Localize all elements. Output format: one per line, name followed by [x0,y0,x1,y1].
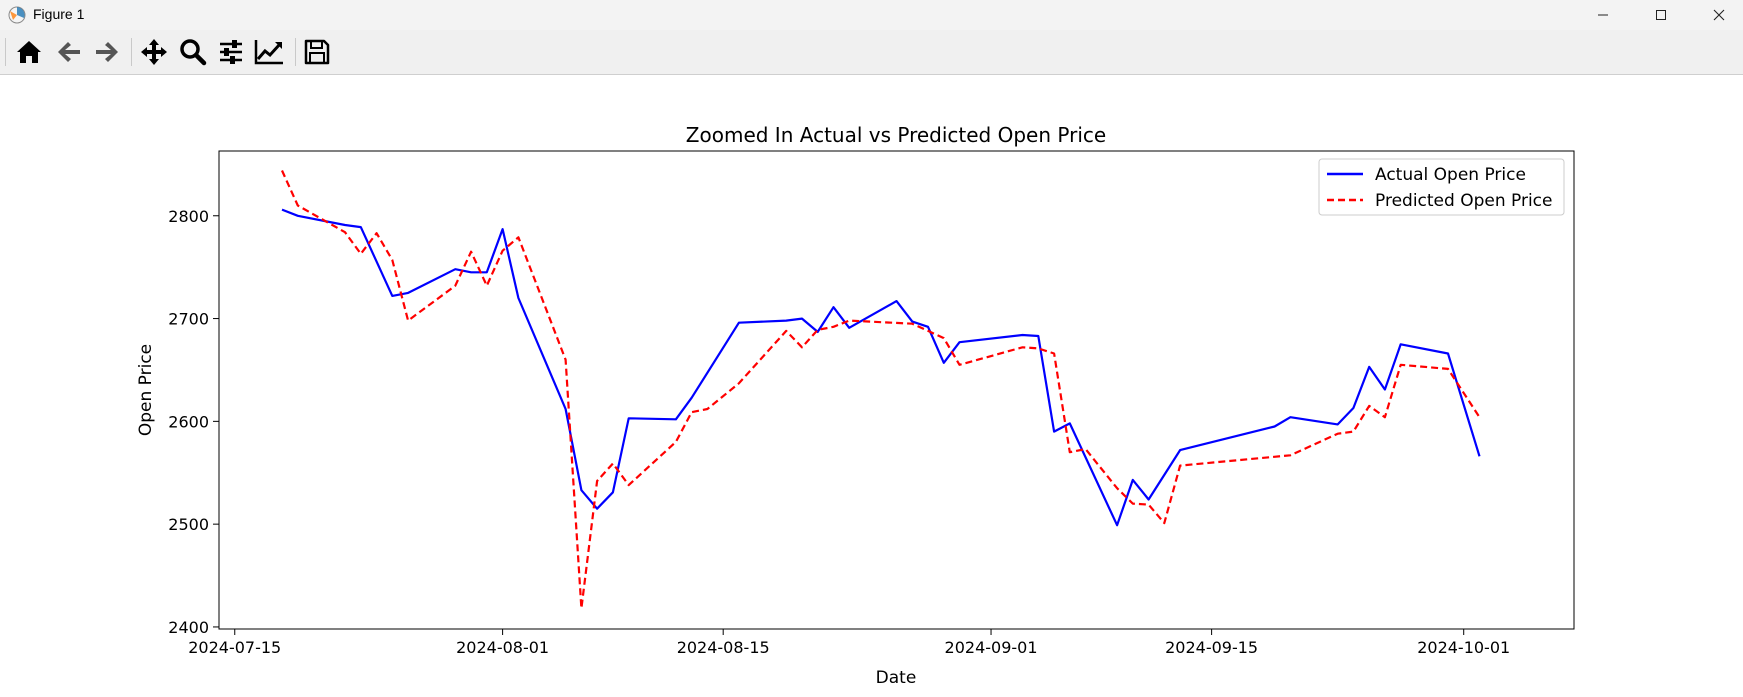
x-tick-label: 2024-09-01 [945,638,1038,657]
save-button[interactable] [300,36,334,68]
back-button[interactable] [52,36,86,68]
y-axis-label: Open Price [136,344,156,436]
x-tick-label: 2024-10-01 [1417,638,1510,657]
y-tick-label: 2800 [168,207,209,226]
x-axis: 2024-07-15 2024-08-01 2024-08-15 2024-09-01… [188,629,1510,657]
y-tick-label: 2400 [168,618,209,637]
legend-box [1318,158,1565,216]
window-titlebar: Figure 1 [0,0,1743,30]
x-axis-label: Date [876,668,917,688]
figure-canvas: 2024-07-15 2024-08-01 2024-08-15 2024-09-01… [0,75,1743,693]
chart-title: Zoomed In Actual vs Predicted Open Price [686,123,1106,147]
pan-icon [141,39,167,65]
window-title: Figure 1 [33,6,85,22]
maximize-button[interactable] [1632,0,1690,30]
edit-axis-icon [254,40,283,65]
edit-axis-button[interactable] [252,36,286,68]
home-button[interactable] [12,36,46,68]
minimize-icon [1598,14,1608,16]
toolbar-separator [131,38,132,66]
zoom-button[interactable] [176,36,210,68]
plot-frame [218,150,1575,630]
toolbar-grip [5,38,6,66]
forward-button[interactable] [90,36,124,68]
x-tick-label: 2024-08-01 [456,638,549,657]
toolbar-separator [295,38,296,66]
pan-button[interactable] [137,36,171,68]
x-tick-label: 2024-09-15 [1165,638,1258,657]
chart: 2024-07-15 2024-08-01 2024-08-15 2024-09-01… [136,123,1575,688]
x-tick-label: 2024-07-15 [188,638,281,657]
zoom-icon [180,39,207,66]
save-icon [304,39,330,65]
legend-label-actual: Actual Open Price [1375,165,1526,185]
app-icon [8,6,26,24]
series-line-actual [281,208,1481,527]
series-layer [280,170,1481,610]
legend: Actual Open Price Predicted Open Price [1318,158,1565,216]
series-line-predicted [280,170,1481,610]
configure-subplots-button[interactable] [214,36,248,68]
home-icon [17,41,41,63]
y-tick-label: 2700 [168,310,209,329]
maximize-icon [1656,10,1666,20]
navigation-toolbar [0,30,1743,75]
minimize-button[interactable] [1574,0,1632,30]
close-icon [1713,9,1725,21]
y-tick-label: 2500 [168,515,209,534]
y-tick-label: 2600 [168,412,209,431]
legend-label-predicted: Predicted Open Price [1375,191,1553,211]
close-button[interactable] [1690,0,1743,30]
x-tick-label: 2024-08-15 [677,638,770,657]
y-axis: 2400 2500 2600 2700 2800 [168,207,219,637]
configure-subplots-icon [220,40,242,64]
back-icon [58,42,80,62]
forward-icon [96,42,118,62]
